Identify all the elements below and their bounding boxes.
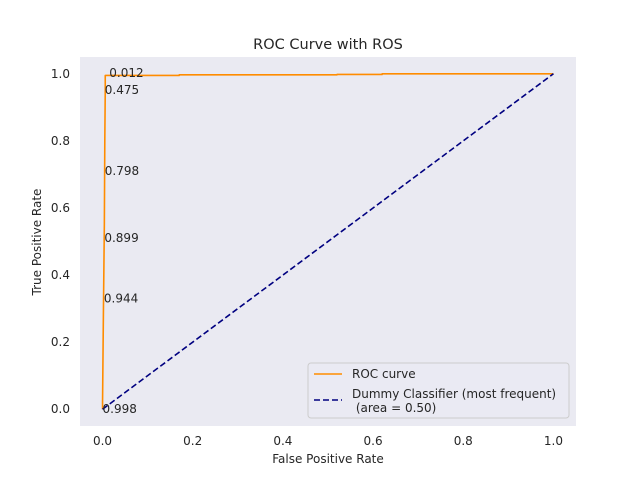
- x-tick-label: 0.8: [454, 434, 473, 448]
- threshold-annotations: 0.012 0.475 0.798 0.899 0.944 0.998: [103, 66, 144, 416]
- x-tick-label: 0.0: [93, 434, 112, 448]
- legend-label-roc: ROC curve: [352, 367, 416, 381]
- threshold-annotation: 0.475: [105, 83, 139, 97]
- y-tick-label: 0.6: [51, 201, 70, 215]
- y-tick-label: 0.4: [51, 268, 70, 282]
- dummy-classifier-line: [102, 73, 554, 410]
- legend-box: [307, 362, 570, 419]
- y-axis-label: True Positive Rate: [30, 189, 44, 297]
- threshold-annotation: 0.998: [103, 402, 137, 416]
- legend-label-dummy: Dummy Classifier (most frequent) (area =…: [352, 387, 556, 415]
- roc-curve-line: [101, 72, 554, 410]
- x-tick-labels: 0.0 0.2 0.4 0.6 0.8 1.0: [93, 434, 563, 448]
- y-tick-label: 0.2: [51, 335, 70, 349]
- series-lines: [101, 72, 554, 410]
- x-tick-label: 0.4: [273, 434, 292, 448]
- threshold-annotation: 0.944: [104, 292, 138, 306]
- y-tick-label: 1.0: [51, 67, 70, 81]
- threshold-annotation: 0.899: [104, 231, 138, 245]
- threshold-annotation: 0.798: [105, 164, 139, 178]
- y-tick-label: 0.0: [51, 402, 70, 416]
- chart-title: ROC Curve with ROS: [253, 37, 403, 53]
- y-tick-label: 0.8: [51, 134, 70, 148]
- x-tick-label: 0.2: [183, 434, 202, 448]
- x-axis-label: False Positive Rate: [272, 452, 384, 466]
- x-tick-label: 1.0: [544, 434, 563, 448]
- threshold-annotation: 0.012: [109, 66, 143, 80]
- y-tick-labels: 0.0 0.2 0.4 0.6 0.8 1.0: [51, 67, 70, 416]
- legend: ROC curve Dummy Classifier (most frequent…: [307, 362, 570, 419]
- x-tick-label: 0.6: [364, 434, 383, 448]
